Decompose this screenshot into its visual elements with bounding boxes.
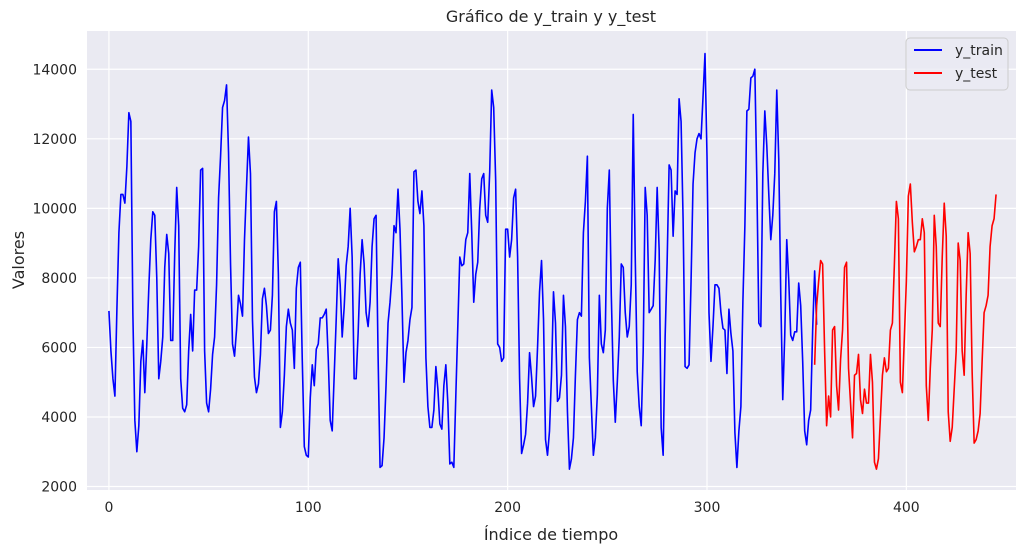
series-line-y-train bbox=[108, 52, 818, 470]
x-tick-label: 200 bbox=[494, 500, 521, 516]
series-line-y-test bbox=[813, 183, 997, 470]
plot-background bbox=[87, 31, 1016, 490]
x-tick-label: 0 bbox=[104, 500, 113, 516]
x-axis-label: Índice de tiempo bbox=[484, 525, 618, 544]
y-tick-label: 8000 bbox=[41, 271, 77, 287]
y-tick-label: 4000 bbox=[41, 410, 77, 426]
y-tick-label: 10000 bbox=[32, 201, 77, 217]
x-tick-label: 100 bbox=[295, 500, 322, 516]
legend-label-y-train: y_train bbox=[955, 43, 1003, 59]
y-tick-labels: 2000 4000 6000 8000 10000 12000 14000 bbox=[32, 62, 77, 495]
grid-lines bbox=[87, 31, 1016, 490]
chart-title: Gráfico de y_train y y_test bbox=[446, 7, 656, 27]
series-lines bbox=[108, 52, 997, 470]
x-tick-label: 400 bbox=[893, 500, 920, 516]
x-tick-labels: 0 100 200 300 400 bbox=[104, 500, 919, 516]
legend-label-y-test: y_test bbox=[955, 66, 998, 82]
y-tick-label: 2000 bbox=[41, 480, 77, 496]
legend: y_train y_test bbox=[905, 37, 1009, 91]
y-axis-label: Valores bbox=[9, 231, 28, 289]
x-tick-label: 300 bbox=[694, 500, 721, 516]
y-tick-label: 6000 bbox=[41, 340, 77, 356]
y-tick-label: 12000 bbox=[32, 132, 77, 148]
y-tick-label: 14000 bbox=[32, 62, 77, 78]
